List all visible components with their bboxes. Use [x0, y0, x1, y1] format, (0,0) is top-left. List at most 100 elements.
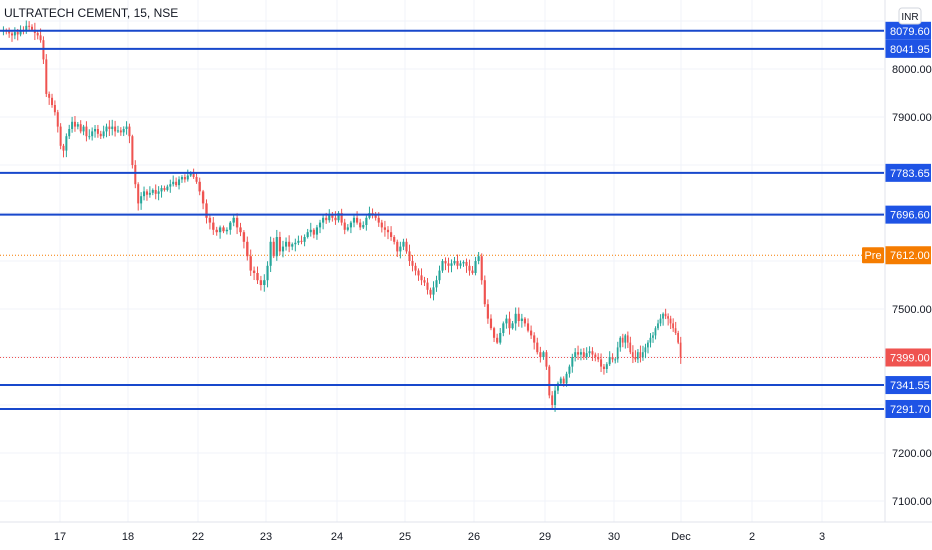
candle-body	[523, 318, 527, 324]
candle-body	[396, 241, 399, 252]
candle-body	[235, 217, 239, 228]
candle-body	[11, 33, 13, 36]
candle-body	[99, 133, 102, 137]
candle-body	[225, 229, 229, 232]
candle-body	[239, 227, 242, 233]
candle-body	[56, 112, 59, 127]
candle-body	[192, 173, 195, 177]
candle-body	[119, 130, 122, 133]
level-label-bg	[885, 399, 931, 418]
candle-body	[585, 353, 588, 357]
candle-body	[499, 333, 502, 343]
time-tick-label: 26	[468, 531, 480, 543]
candle-body	[450, 263, 453, 266]
candle-body	[59, 126, 62, 146]
candle-body	[565, 373, 568, 384]
candle-body	[594, 354, 597, 357]
candle-body	[562, 378, 565, 384]
candle-body	[312, 229, 315, 235]
candle-body	[505, 318, 508, 324]
candle-body	[588, 351, 591, 354]
candle-body	[492, 328, 496, 338]
candle-body	[148, 192, 151, 195]
candle-body	[526, 323, 530, 331]
candle-body	[28, 25, 31, 27]
candle-body	[186, 175, 189, 180]
candle-body	[402, 241, 405, 247]
premarket-price-bg	[885, 246, 931, 265]
candle-body	[654, 328, 657, 336]
candle-body	[621, 337, 624, 343]
time-axis[interactable]: 17 18 22 23 24 25 26 29 30 Dec 2 3	[0, 521, 932, 543]
candle-body	[496, 337, 499, 343]
candle-body	[65, 136, 68, 151]
candle-body	[624, 335, 627, 343]
candle-body	[556, 383, 559, 391]
candle-body	[288, 241, 291, 247]
candle-body	[356, 217, 359, 223]
candle-body	[134, 165, 137, 185]
candle-body	[679, 342, 682, 358]
candle-body	[269, 241, 272, 266]
candle-body	[300, 240, 303, 242]
price-axis[interactable]: 7100.00 7200.00 7500.00 7900.00 8000.00	[884, 0, 932, 522]
candle-body	[275, 237, 278, 257]
candle-body	[36, 33, 39, 36]
candle-body	[180, 177, 183, 180]
candle-body	[263, 280, 266, 285]
level-price-label: 7291.70	[890, 404, 930, 416]
candle-body	[82, 126, 85, 132]
candle-body	[483, 280, 486, 305]
candle-body	[489, 318, 493, 329]
candle-body	[62, 145, 65, 151]
candle-body	[291, 244, 294, 247]
candle-body	[157, 191, 160, 194]
candle-body	[242, 232, 246, 242]
level-label-bg	[885, 21, 931, 40]
candle-body	[232, 217, 235, 223]
currency-badge[interactable]: INR	[898, 7, 922, 25]
candle-body	[297, 240, 300, 243]
candle-body	[352, 217, 356, 223]
candle-body	[343, 222, 346, 230]
candle-body	[303, 237, 306, 242]
premarket-price-label: 7612.00	[890, 250, 930, 262]
candle-body	[163, 188, 166, 190]
candle-body	[474, 261, 477, 273]
candle-body	[315, 227, 319, 235]
candle-body	[318, 222, 322, 228]
candle-body	[137, 184, 140, 204]
candle-body	[629, 342, 632, 353]
horizontal-levels[interactable]: 8079.60 8041.95 7783.65 7696.60 7341.55 7291.…	[0, 21, 931, 418]
candle-body	[611, 357, 614, 360]
candle-body	[8, 31, 11, 34]
candle-body	[256, 273, 259, 281]
candle-body	[365, 217, 368, 225]
candle-body	[377, 217, 380, 223]
candle-body	[533, 335, 536, 343]
candle-body	[19, 30, 22, 35]
candle-body	[548, 366, 551, 396]
candle-body	[337, 213, 340, 221]
candle-body	[631, 352, 634, 357]
candle-body	[13, 32, 16, 36]
candle-body	[462, 261, 465, 264]
candle-body	[198, 181, 201, 192]
candle-body	[636, 352, 639, 360]
candle-body	[31, 26, 33, 30]
candle-body	[649, 337, 652, 343]
candle-body	[664, 313, 667, 317]
candle-body	[571, 357, 574, 367]
candle-body	[597, 357, 600, 360]
candle-body	[102, 131, 105, 137]
candle-body	[426, 282, 429, 290]
candle-body	[447, 263, 450, 266]
candle-body	[195, 177, 198, 182]
candle-body	[306, 232, 309, 237]
candle-body	[71, 121, 74, 129]
candle-body	[634, 357, 637, 360]
candle-body	[252, 270, 256, 273]
candle-body	[438, 270, 441, 281]
